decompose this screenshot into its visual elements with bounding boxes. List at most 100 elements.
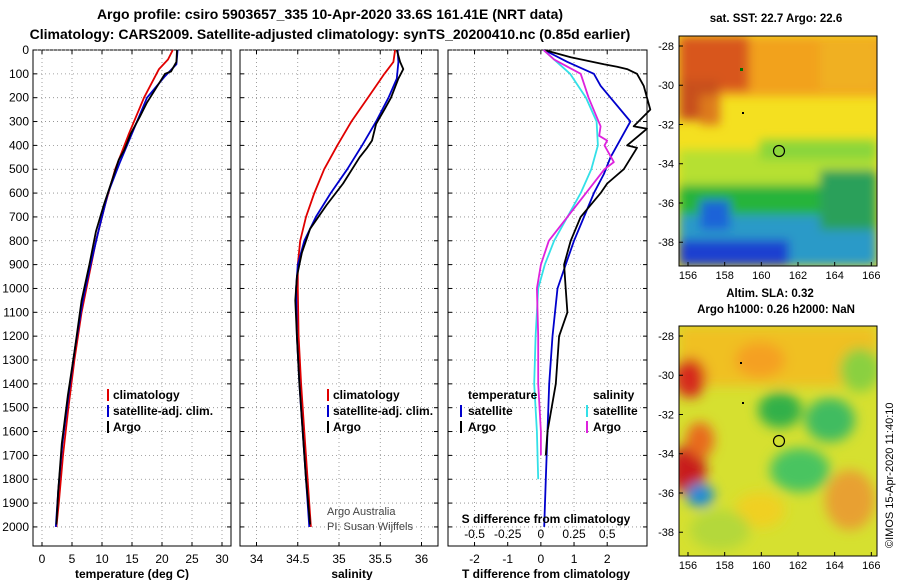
lon-tick-label: 160 xyxy=(752,270,770,282)
t-difference-tick-labels: -2 -1 0 1 2 xyxy=(469,552,611,566)
sla-map: Altim. SLA: 0.32 Argo h1000: 0.26 h2000:… xyxy=(658,288,880,572)
series-line-argo xyxy=(55,49,178,525)
legend-s-argo: Argo xyxy=(593,420,621,434)
sla-map-title-1: Altim. SLA: 0.32 xyxy=(726,288,814,300)
legend-argo: Argo xyxy=(333,420,361,434)
x-tick-label: 1 xyxy=(571,552,578,566)
t-difference-axis-label: T difference from climatology xyxy=(462,567,630,580)
difference-grid xyxy=(448,49,647,546)
temperature-legend: climatology satellite-adj. clim. Argo xyxy=(107,388,213,434)
lat-tick-label: -38 xyxy=(658,527,674,539)
series-line-t-argo xyxy=(543,49,652,456)
depth-tick-label: 1300 xyxy=(2,353,29,367)
difference-panel: -2 -1 0 1 2 -0.5 -0.25 0 0.25 0.5 S difference f… xyxy=(447,49,652,580)
depth-tick-label: 0 xyxy=(22,43,29,57)
depth-tick-label: 1900 xyxy=(2,496,29,510)
depth-tick-label: 900 xyxy=(9,258,29,272)
x-tick-label: 0 xyxy=(39,552,46,566)
difference-legend: temperature satellite Argo salinity sate… xyxy=(460,388,638,434)
lon-tick-label: 156 xyxy=(679,560,697,572)
lon-tick-label: 158 xyxy=(715,270,733,282)
x-tick-label: 25 xyxy=(185,552,199,566)
lat-tick-label: -36 xyxy=(658,198,674,210)
temperature-panel: 0100200300400500600700800900100011001200… xyxy=(2,43,232,580)
sst-float-marker xyxy=(772,144,786,158)
lat-tick-label: -32 xyxy=(658,119,674,131)
sla-map-title-2: Argo h1000: 0.26 h2000: NaN xyxy=(697,304,855,316)
credit-line-1: Argo Australia xyxy=(327,506,396,518)
series-line-s-satellite xyxy=(533,49,599,480)
lon-tick-label: 166 xyxy=(862,560,880,572)
x-tick-label: 2 xyxy=(604,552,611,566)
lat-tick-label: -28 xyxy=(658,41,674,53)
x-tick-label: 34 xyxy=(250,552,264,566)
s-difference-axis-label: S difference from climatology xyxy=(462,512,631,526)
legend-salinity-heading: salinity xyxy=(593,388,635,402)
lat-tick-label: -28 xyxy=(658,331,674,343)
sla-field xyxy=(679,326,877,556)
depth-tick-label: 300 xyxy=(9,115,29,129)
depth-tick-labels: 0 100 200 300 400 500 600 700 800 900 1000 1100 1200… xyxy=(2,43,29,534)
x-tick-label: 30 xyxy=(215,552,229,566)
x-tick-label: 0 xyxy=(538,552,545,566)
x-tick-label: 35.5 xyxy=(369,552,393,566)
salinity-tick-labels: 34 34.5 35 35.5 36 xyxy=(250,552,429,566)
lat-tick-label: -34 xyxy=(658,449,674,461)
top-tick-label: 0.5 xyxy=(599,527,616,541)
top-tick-label: 0.25 xyxy=(562,527,586,541)
sst-field xyxy=(679,36,877,266)
temperature-axis-label: temperature (deg C) xyxy=(75,567,189,580)
depth-tick-label: 100 xyxy=(9,67,29,81)
legend-s-satellite: satellite xyxy=(593,404,638,418)
s-difference-tick-labels: -0.5 -0.25 0 0.25 0.5 xyxy=(464,527,616,541)
series-line-t-satellite xyxy=(543,49,632,527)
credit-line-2: PI: Susan Wijffels xyxy=(327,521,413,533)
top-tick-label: 0 xyxy=(538,527,545,541)
depth-tick-label: 1600 xyxy=(2,425,29,439)
sla-lon-labels: 156 158 160 162 164 166 xyxy=(679,552,881,572)
difference-series xyxy=(533,49,652,527)
depth-tick-label: 1700 xyxy=(2,448,29,462)
depth-tick-label: 500 xyxy=(9,162,29,176)
depth-tick-label: 400 xyxy=(9,138,29,152)
sla-map-frame xyxy=(678,325,878,557)
lon-tick-label: 158 xyxy=(715,560,733,572)
sst-lat-labels: -28 -30 -32 -34 -36 -38 xyxy=(658,41,683,249)
legend-satellite-adj: satellite-adj. clim. xyxy=(333,404,433,418)
lon-tick-label: 166 xyxy=(862,270,880,282)
x-tick-label: 34.5 xyxy=(286,552,310,566)
top-tick-label: -0.25 xyxy=(494,527,522,541)
series-line-argo xyxy=(294,49,405,525)
sst-lon-labels: 156 158 160 162 164 166 xyxy=(679,262,881,282)
depth-tick-label: 1000 xyxy=(2,281,29,295)
x-tick-label: 5 xyxy=(69,552,76,566)
salinity-legend: climatology satellite-adj. clim. Argo xyxy=(327,388,433,434)
legend-climatology: climatology xyxy=(113,388,180,402)
top-tick-label: -0.5 xyxy=(464,527,485,541)
legend-climatology: climatology xyxy=(333,388,400,402)
depth-tick-label: 700 xyxy=(9,210,29,224)
salinity-axis-label: salinity xyxy=(331,567,373,580)
lon-tick-label: 162 xyxy=(789,560,807,572)
lat-tick-label: -36 xyxy=(658,488,674,500)
lon-tick-label: 160 xyxy=(752,560,770,572)
series-line-climatology xyxy=(296,49,396,527)
lon-tick-label: 156 xyxy=(679,270,697,282)
x-tick-label: 20 xyxy=(155,552,169,566)
lat-tick-label: -38 xyxy=(658,237,674,249)
title-line-1: Argo profile: csiro 5903657_335 10-Apr-2… xyxy=(96,6,564,22)
x-tick-label: -1 xyxy=(502,552,513,566)
sst-map: sat. SST: 22.7 Argo: 22.6 xyxy=(658,13,881,282)
temperature-tick-labels: 0 5 10 15 20 25 30 xyxy=(39,552,229,566)
lat-tick-label: -30 xyxy=(658,370,674,382)
legend-t-satellite: satellite xyxy=(468,404,513,418)
legend-argo: Argo xyxy=(113,420,141,434)
depth-tick-label: 1400 xyxy=(2,377,29,391)
x-tick-label: 35 xyxy=(332,552,346,566)
salinity-panel: 34 34.5 35 35.5 36 salinity climatology sate… xyxy=(239,49,439,580)
depth-tick-label: 1100 xyxy=(3,305,29,319)
title-line-2: Climatology: CARS2009. Satellite-adjuste… xyxy=(29,26,631,42)
depth-tick-label: 1800 xyxy=(2,472,29,486)
series-line-s-argo xyxy=(536,49,615,456)
